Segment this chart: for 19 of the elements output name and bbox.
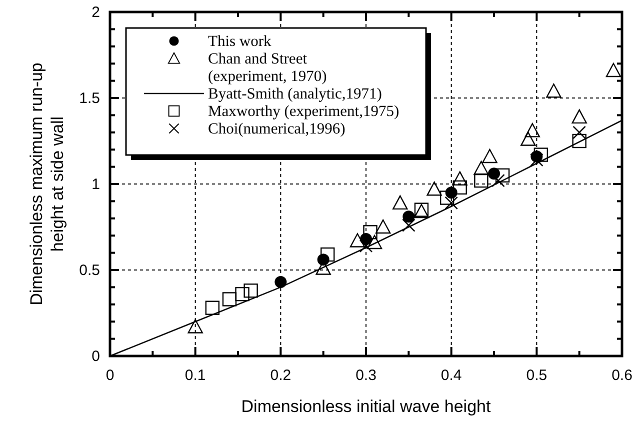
y-tick-label: 1.5 xyxy=(79,90,100,107)
x-tick-label: 0 xyxy=(106,367,114,384)
y-axis-title: Dimensionless maximum run-up height at side wall xyxy=(27,62,67,306)
x-tick-label: 0.4 xyxy=(440,367,462,384)
x-tick-label: 0.3 xyxy=(356,367,376,384)
y-tick-label: 0.5 xyxy=(79,262,100,279)
x-tick-label: 0.5 xyxy=(526,367,548,384)
x-axis-title: Dimensionless initial wave height xyxy=(241,397,491,416)
y-tick-label: 2 xyxy=(92,4,100,21)
legend-label: This work xyxy=(208,33,272,50)
x-tick-label: 0.2 xyxy=(270,367,292,384)
y-tick-label: 0 xyxy=(92,348,100,365)
x-tick-label: 0.6 xyxy=(612,367,632,384)
legend-label: Byatt-Smith (analytic,1971) xyxy=(208,86,382,102)
legend-label: Chan and Street (experiment, 1970) xyxy=(208,50,327,85)
legend-label: Choi(numerical,1996) xyxy=(208,120,346,138)
legend-label: Maxworthy (experiment,1975) xyxy=(208,103,400,120)
x-tick-label: 0.1 xyxy=(184,367,206,384)
y-tick-label: 1 xyxy=(92,176,100,193)
